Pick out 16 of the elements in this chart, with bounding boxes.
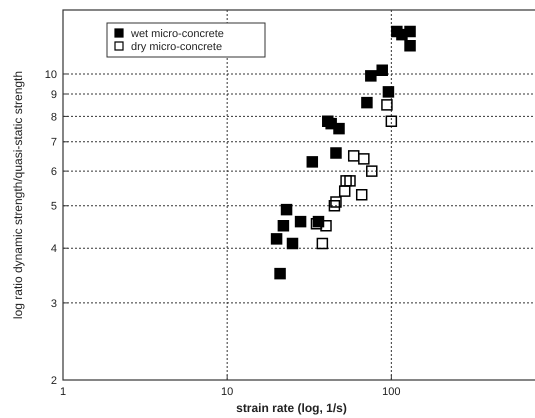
x-tick-label: 10 <box>221 386 234 398</box>
y-tick-label: 8 <box>50 111 57 124</box>
y-axis-title: log ratio dynamic strength/quasi-static strength <box>11 70 25 320</box>
y-tick-label: 6 <box>50 166 57 178</box>
y-tick-label: 3 <box>50 298 57 310</box>
x-axis-title: strain rate (log, 1/s) <box>236 401 347 415</box>
y-tick-label: 7 <box>50 136 57 149</box>
legend-label: wet micro-concrete <box>130 28 224 40</box>
y-tick-label: 4 <box>50 243 57 256</box>
y-tick-label: 2 <box>50 374 57 387</box>
y-tick-label: 5 <box>50 200 57 213</box>
legend-label: dry micro-concrete <box>131 40 222 53</box>
y-tick-label: 9 <box>50 88 57 101</box>
y-tick-label: 10 <box>44 68 57 81</box>
x-tick-label: 100 <box>382 386 401 398</box>
x-tick-label: 1 <box>60 386 66 398</box>
